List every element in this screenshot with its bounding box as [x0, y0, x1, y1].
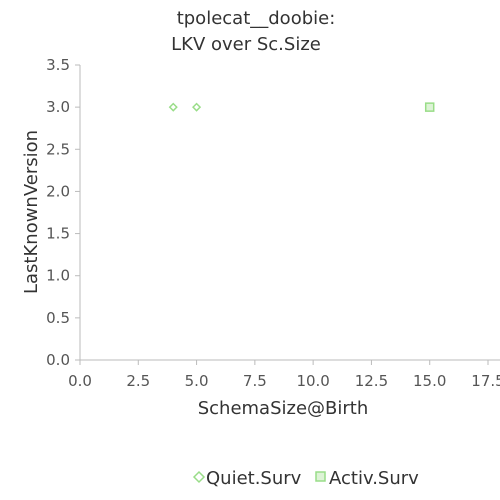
y-tick-label: 0.0 — [46, 351, 70, 369]
y-axis-label: LastKnownVersion — [21, 130, 42, 294]
legend-label-activ-surv: Activ.Surv — [329, 468, 419, 489]
legend-square-icon — [315, 471, 326, 482]
y-tick-label: 3.5 — [46, 56, 70, 74]
y-tick-label: 0.5 — [46, 309, 70, 327]
data-point-activ-surv — [424, 102, 435, 112]
legend: Quiet.Surv Activ.Surv — [192, 468, 419, 489]
x-tick-label: 5.0 — [185, 372, 209, 390]
x-axis-ticks: 0.0 2.5 5.0 7.5 10.0 12.5 15.0 17.5 — [68, 360, 500, 390]
x-tick-label: 17.5 — [471, 372, 500, 390]
y-axis-ticks: 0.0 0.5 1.0 1.5 2.0 2.5 3.0 3.5 — [46, 56, 80, 369]
legend-label-quiet-surv: Quiet.Surv — [206, 468, 302, 489]
x-tick-label: 0.0 — [68, 372, 92, 390]
x-axis-label: SchemaSize@Birth — [198, 398, 369, 419]
x-tick-label: 15.0 — [413, 372, 446, 390]
data-point-quiet-surv — [192, 102, 202, 112]
x-tick-label: 7.5 — [243, 372, 267, 390]
legend-diamond-icon — [192, 470, 206, 484]
data-points — [168, 102, 435, 112]
y-tick-label: 2.0 — [46, 182, 70, 200]
x-tick-label: 12.5 — [355, 372, 388, 390]
chart-title-line-1: tpolecat__doobie: — [177, 8, 336, 29]
chart-title-line-2: LKV over Sc.Size — [171, 34, 321, 55]
x-tick-label: 2.5 — [126, 372, 150, 390]
x-tick-label: 10.0 — [296, 372, 329, 390]
y-tick-label: 1.0 — [46, 267, 70, 285]
y-tick-label: 2.5 — [46, 140, 70, 158]
data-point-quiet-surv — [168, 102, 178, 112]
y-tick-label: 3.0 — [46, 98, 70, 116]
y-tick-label: 1.5 — [46, 225, 70, 243]
